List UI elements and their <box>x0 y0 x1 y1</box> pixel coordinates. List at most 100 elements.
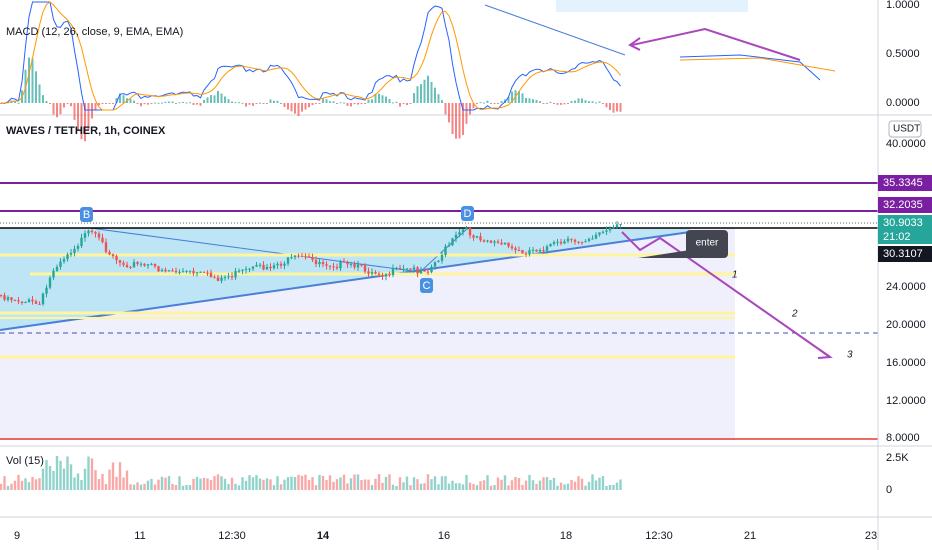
volume-bar <box>97 479 101 490</box>
volume-bar <box>461 484 465 490</box>
macd-histogram <box>430 81 433 103</box>
volume-bar <box>297 474 300 490</box>
volume-bar <box>69 464 73 490</box>
volume-bar <box>146 480 150 490</box>
candle <box>206 272 209 274</box>
volume-bar <box>451 480 454 490</box>
macd-arrow <box>631 27 801 61</box>
volume-bar <box>608 485 612 490</box>
macd-histogram <box>315 103 317 104</box>
macd-histogram <box>462 103 464 136</box>
macd-histogram <box>602 103 604 104</box>
candle <box>412 267 416 270</box>
macd-histogram <box>66 103 69 105</box>
macd-histogram <box>469 103 471 115</box>
candle <box>517 250 521 252</box>
volume-bar <box>465 474 468 490</box>
macd-histogram <box>287 103 289 110</box>
candle <box>157 266 160 272</box>
macd-histogram <box>598 101 601 103</box>
macd-histogram <box>108 103 111 104</box>
candle <box>27 299 31 303</box>
macd-histogram <box>500 100 503 103</box>
macd-histogram <box>262 103 265 105</box>
macd-histogram <box>609 103 611 111</box>
volume-bar <box>342 474 346 490</box>
macd-histogram <box>203 99 205 103</box>
volume-bar <box>542 477 545 490</box>
candle <box>580 242 584 244</box>
candle <box>290 257 293 259</box>
volume-bar <box>517 477 521 490</box>
macd-histogram <box>350 103 352 107</box>
candle <box>216 277 220 281</box>
macd-histogram <box>224 96 226 103</box>
candle <box>283 263 286 266</box>
volume-bar <box>157 479 160 490</box>
target-label: 1 <box>732 270 738 281</box>
macd-histogram <box>248 103 251 105</box>
volume-bar <box>3 476 6 490</box>
axis-label: 24.0000 <box>886 281 926 293</box>
macd-histogram <box>56 103 58 118</box>
volume-bar <box>227 484 230 490</box>
volume-bar <box>321 475 325 490</box>
candle <box>167 270 171 272</box>
callout-tail <box>638 250 690 258</box>
candle <box>353 264 356 268</box>
axis-label: 2.5K <box>886 452 909 464</box>
candle <box>486 240 489 242</box>
macd-histogram <box>402 103 405 105</box>
volume-title: Vol (15) <box>6 455 44 467</box>
volume-bar <box>346 483 349 490</box>
candle <box>237 270 241 272</box>
candle <box>402 268 405 270</box>
candle <box>566 238 570 242</box>
macd-histogram <box>192 103 195 106</box>
candle <box>55 266 59 271</box>
macd-histogram <box>455 103 457 139</box>
candle <box>258 264 262 266</box>
signal-line <box>0 1 621 111</box>
macd-trend <box>484 4 626 56</box>
currency-button[interactable] <box>888 120 922 138</box>
volume-bar <box>213 476 216 490</box>
macd-histogram <box>318 103 321 104</box>
currency[interactable]: USDT <box>893 124 920 135</box>
macd-histogram <box>525 98 527 103</box>
volume-bar <box>423 483 426 490</box>
volume-bar <box>353 474 356 490</box>
macd-histogram <box>164 101 167 103</box>
arrowhead <box>628 37 641 51</box>
volume-bar <box>468 482 472 490</box>
candle <box>591 238 594 240</box>
candle <box>384 273 388 277</box>
volume-bar <box>514 477 517 490</box>
candle <box>328 265 332 267</box>
macd-histogram <box>154 102 156 104</box>
volume-bar <box>41 468 45 490</box>
macd-histogram <box>185 102 188 104</box>
candle <box>174 270 178 273</box>
macd-histogram <box>269 99 272 103</box>
volume-bar <box>559 482 563 490</box>
candle <box>437 260 440 263</box>
volume-bar <box>108 469 111 490</box>
candle <box>321 262 325 265</box>
candle <box>265 266 269 270</box>
macd-histogram <box>14 101 16 103</box>
macd-histogram <box>259 102 261 104</box>
axis-label: 0.5000 <box>886 48 920 60</box>
macd-histogram <box>196 103 198 105</box>
volume-bar <box>17 474 20 490</box>
macd-histogram <box>49 103 51 104</box>
macd-histogram <box>595 102 597 104</box>
macd-histogram <box>528 98 531 103</box>
volume-bar <box>139 484 143 490</box>
volume-bar <box>577 476 580 490</box>
macd-histogram <box>280 102 282 104</box>
volume-bar <box>311 477 314 490</box>
macd-histogram <box>329 101 331 103</box>
macd-histogram <box>434 87 436 103</box>
macd-title: MACD (12, 26, close, 9, EMA, EMA) <box>6 26 183 38</box>
